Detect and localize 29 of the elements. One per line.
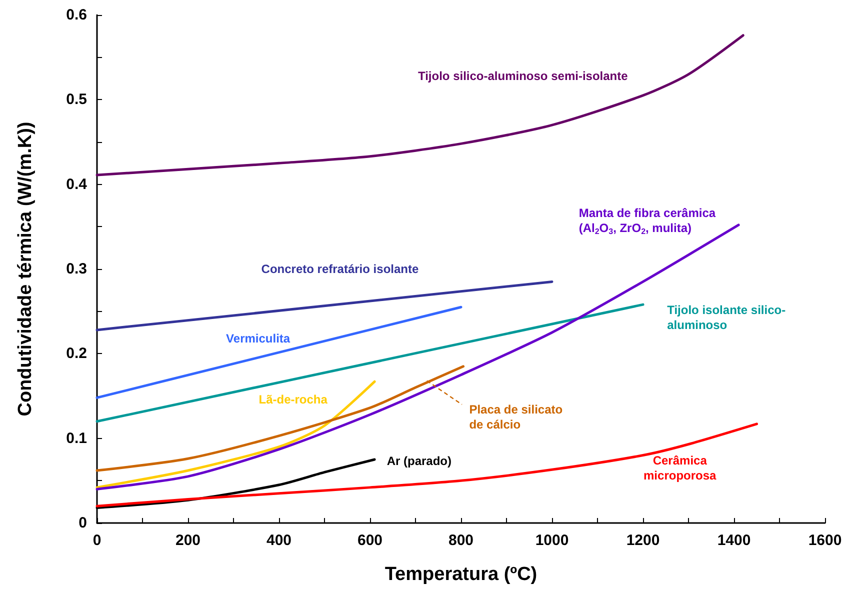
line-series	[96, 380, 376, 489]
x-tick-label: 1000	[535, 532, 569, 549]
series-label: Concreto refratário isolante	[261, 262, 419, 276]
y-tick-label: 0.6	[66, 6, 87, 24]
y-tick-label: 0	[78, 514, 87, 532]
y-tick-label: 0.4	[66, 176, 88, 193]
series-label: Cerâmica microporosa	[644, 453, 717, 482]
x-tick-label: 600	[357, 532, 383, 549]
series-label: Ar (parado)	[386, 454, 452, 468]
x-tick-label: 800	[448, 532, 474, 549]
y-axis-title: Condutividade térmica (W/(m.K))	[15, 122, 36, 416]
text: Tijolo isolante silico- aluminoso	[667, 302, 786, 332]
y-tick-label: 0.3	[66, 260, 87, 278]
text: Placa de silicato de cálcio	[469, 402, 563, 432]
series-label: Vermiculita	[226, 331, 290, 346]
y-tick-label: 0.2	[66, 345, 87, 362]
x-tick-label: 1200	[626, 532, 660, 549]
x-tick-label: 1600	[808, 532, 842, 549]
x-tick-label: 1400	[717, 532, 751, 549]
x-axis-title: Temperatura (ºC)	[384, 564, 538, 585]
line-series	[96, 365, 465, 472]
y-tick-label: 0.1	[66, 430, 87, 447]
x-tick-label: 400	[266, 532, 292, 549]
x-tick-label: 0	[92, 532, 102, 549]
series-label: Tijolo silico-aluminoso semi-isolante	[418, 68, 628, 83]
line-series	[96, 34, 744, 176]
series-label: Lã-de-rocha	[258, 392, 328, 406]
x-tick-label: 200	[175, 532, 201, 549]
y-tick-label: 0.5	[66, 91, 87, 108]
